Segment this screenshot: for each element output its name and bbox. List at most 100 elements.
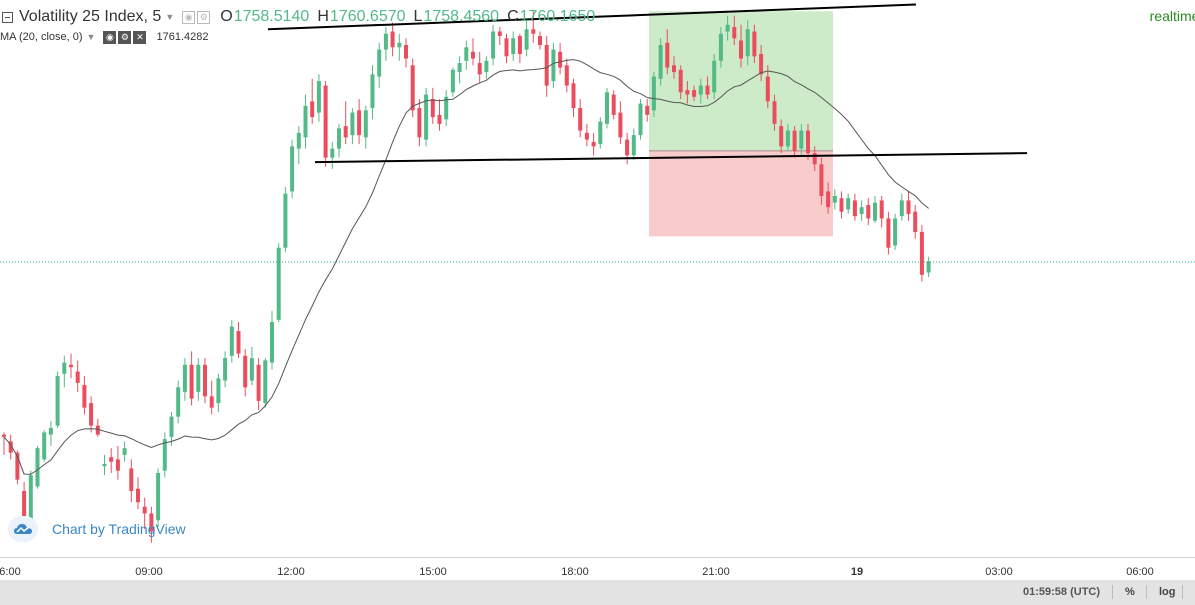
candle-body (538, 36, 542, 46)
candle (283, 186, 288, 253)
candle (638, 99, 643, 140)
candle-body (129, 468, 134, 491)
symbol-title[interactable]: Volatility 25 Index, 5 (19, 8, 162, 25)
candle (363, 105, 368, 149)
candle (913, 204, 918, 239)
candle (598, 117, 603, 149)
candle (2, 432, 6, 455)
candle-body (611, 94, 616, 115)
indicator-legend: MA (20, close, 0) ▼ ◉ ⚙ ✕ 1761.4282 (0, 29, 208, 45)
chevron-down-icon[interactable]: ▼ (86, 32, 96, 42)
candle (303, 94, 308, 149)
eye-icon[interactable]: ◉ (103, 30, 117, 44)
collapse-legend-icon[interactable] (2, 11, 13, 23)
candle (812, 146, 817, 172)
time-tick: 12:00 (277, 566, 305, 578)
candle-body (383, 33, 388, 50)
candle (551, 42, 556, 88)
candle (330, 141, 335, 169)
candle (162, 432, 167, 478)
high-label: H (317, 8, 329, 25)
candle-body (437, 114, 442, 124)
candle (511, 31, 516, 61)
candle-body (316, 81, 321, 113)
candle-body (303, 105, 308, 138)
candle (176, 380, 181, 424)
candle (450, 67, 455, 97)
candle-body (799, 130, 804, 149)
candle-body (531, 29, 536, 34)
candle-body (631, 135, 636, 156)
candle-body (35, 448, 40, 487)
candle-body (658, 45, 663, 79)
time-axis[interactable]: 6:00 09:00 12:00 15:00 18:00 21:00 19 03… (0, 557, 1195, 581)
open-label: O (220, 8, 233, 25)
candle (558, 42, 563, 75)
indicator-label[interactable]: MA (20, close, 0) (0, 31, 83, 43)
log-toggle[interactable]: log (1159, 586, 1176, 598)
gear-icon[interactable]: ⚙ (197, 10, 211, 24)
candle (55, 371, 60, 428)
candle (122, 441, 127, 462)
time-tick: 18:00 (561, 566, 589, 578)
candle-body (705, 85, 710, 95)
candle (859, 200, 864, 221)
candle (645, 99, 650, 122)
candle-body (189, 364, 194, 399)
indicator-value: 1761.4282 (156, 31, 209, 43)
candle (444, 90, 449, 127)
candle-body (591, 141, 596, 147)
candle-body (48, 427, 53, 435)
candle-body (558, 51, 563, 68)
candle-body (846, 198, 851, 210)
candle (752, 24, 757, 64)
price-chart[interactable] (0, 0, 1195, 557)
candle (75, 360, 80, 392)
candle (491, 24, 496, 66)
time-tick: 15:00 (419, 566, 447, 578)
candle-body (122, 448, 127, 455)
chevron-down-icon[interactable]: ▼ (165, 12, 175, 22)
candle (571, 78, 576, 118)
close-icon[interactable]: ✕ (133, 30, 147, 44)
candle (893, 213, 898, 250)
cloud-logo-icon (8, 516, 38, 542)
candle-body (792, 130, 797, 151)
candle (665, 29, 670, 75)
candle-body (926, 261, 931, 273)
candle (169, 412, 174, 446)
trendline-drawings[interactable] (267, 3, 1028, 164)
gear-icon[interactable]: ⚙ (118, 30, 132, 44)
utc-clock[interactable]: 01:59:58 (UTC) (1023, 586, 1101, 598)
tradingview-watermark[interactable]: Chart by TradingView (8, 516, 186, 542)
candle (109, 448, 114, 473)
candle (611, 90, 616, 120)
candle (457, 56, 462, 84)
percent-toggle[interactable]: % (1125, 586, 1135, 598)
candle (732, 15, 737, 46)
candle (196, 358, 201, 401)
candle-body (698, 85, 703, 95)
candle-body (511, 38, 516, 55)
open-value: 1758.5140 (233, 8, 310, 25)
candle-body (491, 31, 496, 59)
candle (591, 132, 596, 156)
eye-icon[interactable]: ◉ (182, 10, 196, 24)
candle-body (893, 218, 898, 246)
candle-body (337, 128, 341, 149)
lower-trendline (314, 152, 1028, 164)
candle (28, 470, 33, 525)
candle-body (28, 475, 33, 523)
candle (873, 195, 877, 223)
candle (678, 65, 683, 100)
candle-body (196, 364, 201, 392)
candle-body (913, 211, 918, 232)
candle (229, 319, 234, 363)
candle-body (517, 36, 522, 55)
candle (866, 198, 871, 226)
candle-body (484, 60, 489, 73)
candle-body (430, 99, 435, 118)
candle-body (919, 231, 924, 275)
candle-body (363, 110, 368, 138)
candle (149, 506, 154, 543)
